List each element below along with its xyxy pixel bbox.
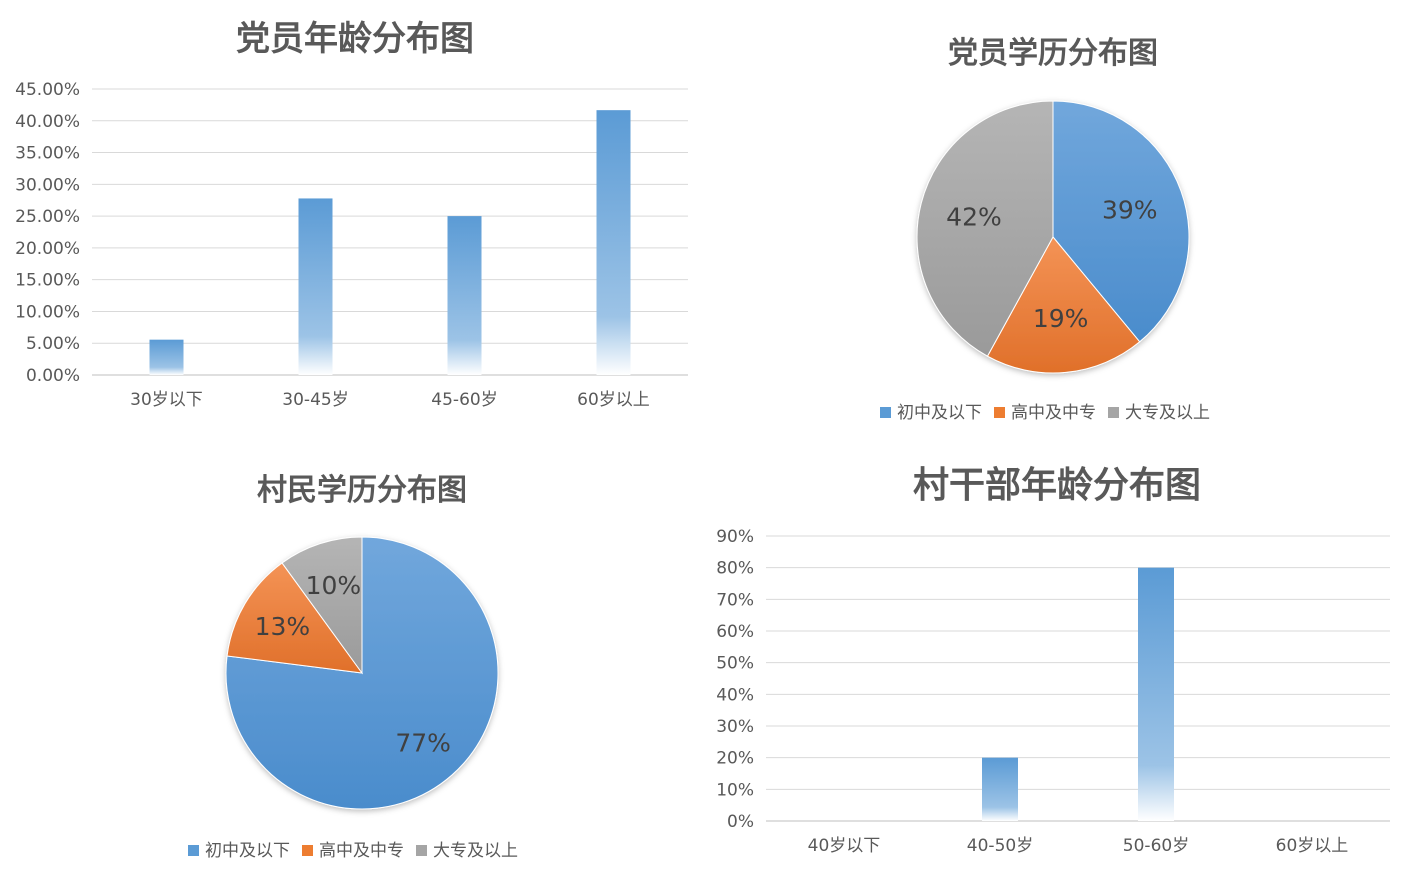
villager-education-pie-chart: 村民学历分布图 77% 13% 10% 初中及以下 高中及中专 大专及以上 (188, 473, 518, 861)
legend-label: 初中及以下 (205, 841, 290, 861)
data-label: 39% (1102, 195, 1158, 224)
pie-slices (916, 100, 1190, 374)
cadre-age-bar-chart: 村干部年龄分布图 0% 10% 20% 30% 40% 50% 60% 70% 80% 90% 4… (716, 465, 1390, 856)
x-tick-label: 45-60岁 (431, 390, 497, 410)
y-tick-label: 30.00% (15, 175, 80, 195)
y-tick-label: 10.00% (15, 302, 80, 322)
y-tick-label: 60% (716, 622, 754, 642)
x-tick-label: 30-45岁 (282, 390, 348, 410)
legend-swatch (302, 845, 313, 856)
x-tick-label: 50-60岁 (1123, 836, 1189, 856)
bar (447, 216, 482, 375)
age-bar-chart: 党员年龄分布图 0.00% 5.00% 10.00% 15.00% 20.00% 25.0… (15, 19, 688, 410)
legend: 初中及以下 高中及中专 大专及以上 (188, 841, 518, 861)
x-tick-labels: 40岁以下 40-50岁 50-60岁 60岁以上 (808, 836, 1349, 856)
y-tick-label: 10% (716, 780, 754, 800)
y-tick-label: 35.00% (15, 144, 80, 164)
x-tick-labels: 30岁以下 30-45岁 45-60岁 60岁以上 (130, 390, 650, 410)
y-tick-labels: 0% 10% 20% 30% 40% 50% 60% 70% 80% 90% (716, 527, 754, 832)
pie-slice (1052, 100, 1190, 343)
data-label: 19% (1033, 304, 1089, 333)
pie-slice (281, 536, 363, 675)
y-tick-label: 70% (716, 590, 754, 610)
chart-title: 村民学历分布图 (257, 473, 467, 508)
legend-label: 大专及以上 (433, 841, 518, 861)
y-tick-label: 5.00% (26, 334, 80, 354)
party-education-pie-chart: 党员学历分布图 39% 19% 42% 初中及以下 高中及中专 大专及以上 (880, 36, 1210, 423)
data-label: 10% (306, 571, 362, 600)
y-tick-label: 80% (716, 559, 754, 579)
y-tick-label: 90% (716, 527, 754, 547)
pie-slices (225, 536, 499, 810)
x-tick-label: 60岁以上 (1276, 836, 1349, 856)
y-tick-label: 0% (727, 812, 754, 832)
bar (982, 757, 1018, 821)
x-tick-label: 40-50岁 (967, 836, 1033, 856)
chart-title: 村干部年龄分布图 (913, 465, 1201, 506)
data-labels: 39% 19% 42% (946, 195, 1157, 333)
legend-label: 高中及中专 (319, 841, 404, 861)
bar (149, 339, 184, 375)
legend-swatch (416, 845, 427, 856)
y-tick-label: 20% (716, 749, 754, 769)
legend: 初中及以下 高中及中专 大专及以上 (880, 403, 1210, 423)
pie-slice (226, 562, 364, 674)
legend-swatch (1108, 407, 1119, 418)
y-tick-label: 40% (716, 685, 754, 705)
y-tick-label: 45.00% (15, 80, 80, 100)
data-label: 13% (255, 612, 311, 641)
chart-title: 党员年龄分布图 (236, 19, 474, 59)
legend-swatch (188, 845, 199, 856)
chart-title: 党员学历分布图 (948, 36, 1158, 71)
x-tick-label: 40岁以下 (808, 836, 881, 856)
bar (596, 110, 631, 375)
y-tick-labels: 0.00% 5.00% 10.00% 15.00% 20.00% 25.00% 30.00%… (15, 80, 80, 386)
y-tick-label: 50% (716, 654, 754, 674)
bars (149, 110, 631, 375)
pie-slice (916, 100, 1054, 357)
data-label: 77% (395, 728, 451, 757)
legend-label: 高中及中专 (1011, 403, 1096, 423)
y-tick-label: 40.00% (15, 112, 80, 132)
gridlines (766, 535, 1390, 822)
legend-swatch (994, 407, 1005, 418)
legend-label: 大专及以上 (1125, 403, 1210, 423)
y-tick-label: 0.00% (26, 366, 80, 386)
bar (1138, 567, 1174, 821)
legend-swatch (880, 407, 891, 418)
y-tick-label: 25.00% (15, 207, 80, 227)
legend-label: 初中及以下 (897, 403, 982, 423)
x-tick-label: 60岁以上 (577, 390, 650, 410)
pie-slice (986, 236, 1141, 374)
y-tick-label: 15.00% (15, 271, 80, 291)
bars (982, 567, 1174, 821)
y-tick-label: 20.00% (15, 239, 80, 259)
data-label: 42% (946, 203, 1002, 232)
y-tick-label: 30% (716, 717, 754, 737)
gridlines (92, 88, 688, 376)
x-tick-label: 30岁以下 (130, 390, 203, 410)
bar (298, 198, 333, 375)
data-labels: 77% 13% 10% (255, 571, 451, 757)
